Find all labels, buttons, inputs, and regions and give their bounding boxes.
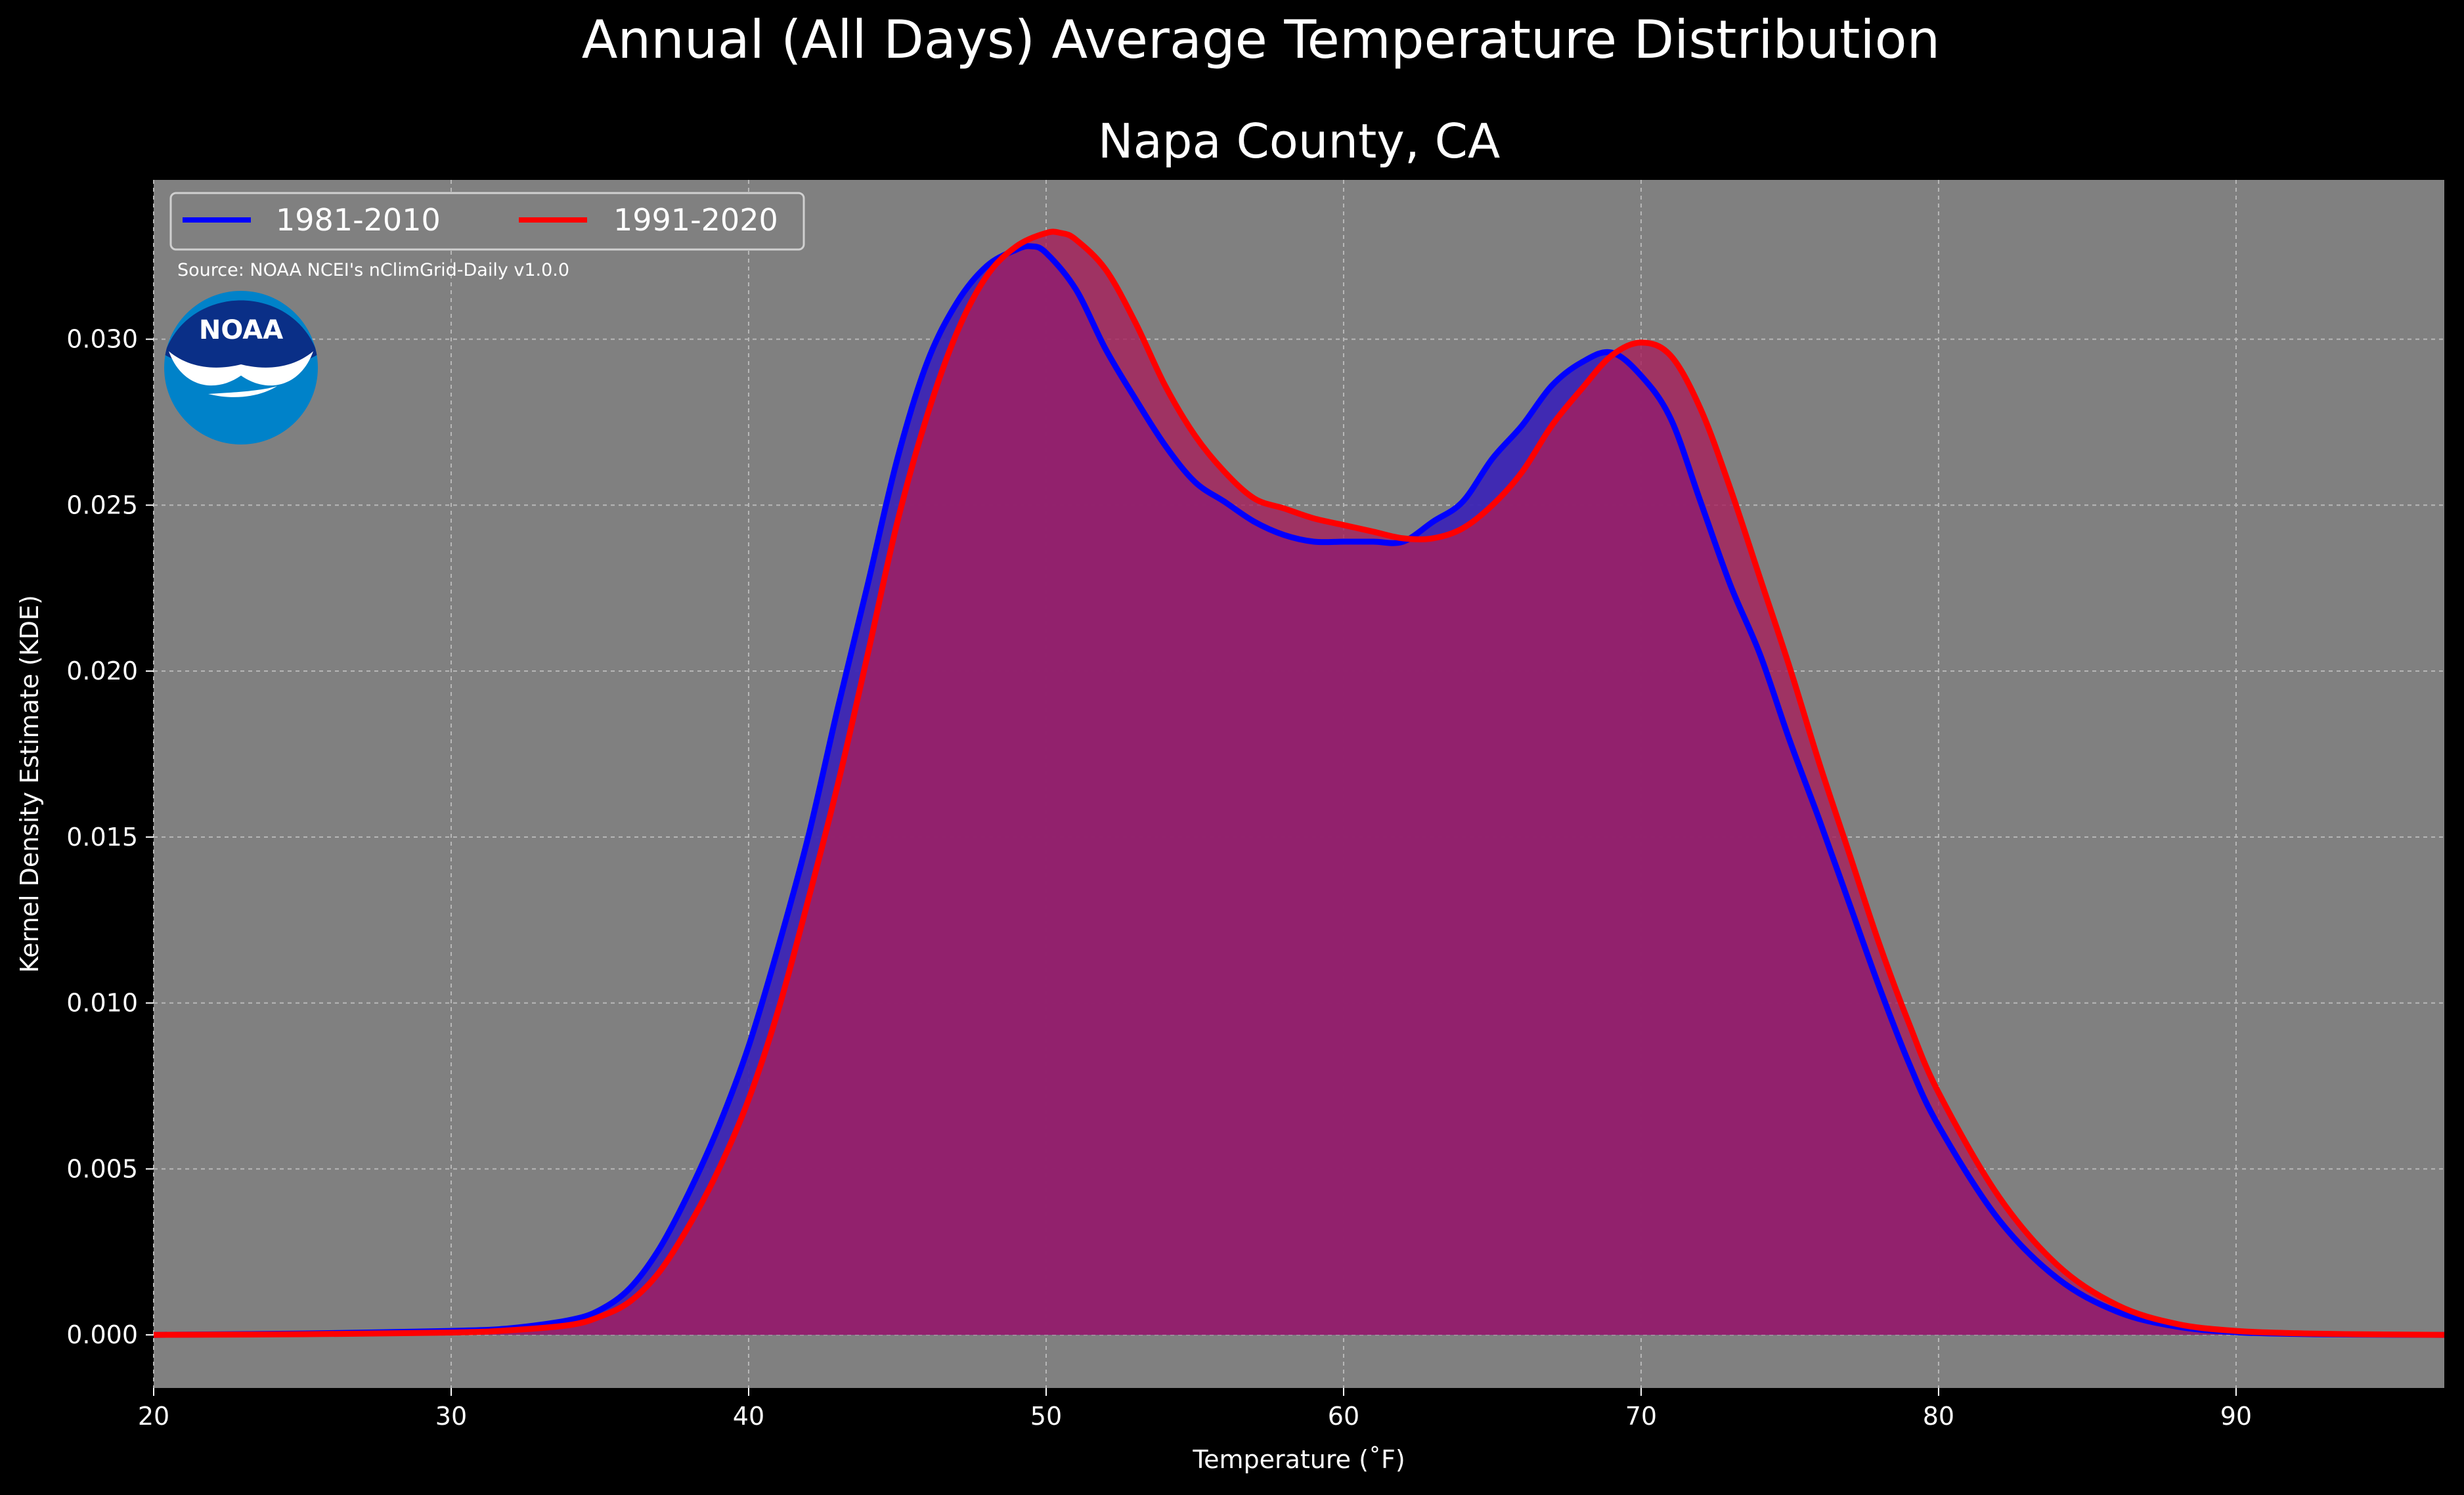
y-axis-label: Kernel Density Estimate (KDE): [15, 595, 44, 973]
density-lines: [154, 228, 2444, 1338]
y-tick-label: 0.010: [66, 989, 138, 1018]
x-tick-label: 20: [138, 1402, 169, 1431]
source-note: Source: NOAA NCEI's nClimGrid-Daily v1.0…: [177, 260, 569, 280]
x-tick-label: 50: [1030, 1402, 1062, 1431]
chart-title: Napa County, CA: [1098, 114, 1500, 169]
noaa-logo-text: NOAA: [199, 315, 283, 345]
x-tick-label: 90: [2220, 1402, 2252, 1431]
density-fill-1991-2020: [154, 231, 2444, 1335]
x-tick-label: 60: [1328, 1402, 1359, 1431]
y-tick-label: 0.000: [66, 1320, 138, 1349]
legend: 1981-2010 1991-2020: [169, 192, 805, 251]
y-tick-label: 0.005: [66, 1154, 138, 1183]
x-tick-label: 40: [733, 1402, 764, 1431]
x-tick-label: 70: [1625, 1402, 1657, 1431]
density-fills: [154, 231, 2444, 1335]
density-line-1991-2020: [154, 228, 2444, 1338]
y-tick-label: 0.015: [66, 823, 138, 852]
legend-box: [169, 192, 805, 251]
x-axis-ticks: 20 30 40 50 60 70 80 90: [138, 1388, 2252, 1431]
y-tick-label: 0.025: [66, 490, 138, 519]
density-line-1981-2010: [154, 243, 2444, 1338]
x-tick-label: 80: [1923, 1402, 1954, 1431]
y-axis-ticks: 0.000 0.005 0.010 0.015 0.020 0.025 0.030: [66, 325, 154, 1349]
y-tick-label: 0.030: [66, 325, 138, 354]
legend-label-1991-2020: 1991-2020: [613, 202, 778, 238]
legend-label-1981-2010: 1981-2010: [276, 202, 441, 238]
y-tick-label: 0.020: [66, 657, 138, 685]
figure-suptitle: Annual (All Days) Average Temperature Di…: [582, 9, 1940, 70]
noaa-logo-icon: NOAA: [164, 291, 318, 444]
x-axis-label: Temperature (˚F): [1192, 1445, 1405, 1474]
x-tick-label: 30: [435, 1402, 467, 1431]
